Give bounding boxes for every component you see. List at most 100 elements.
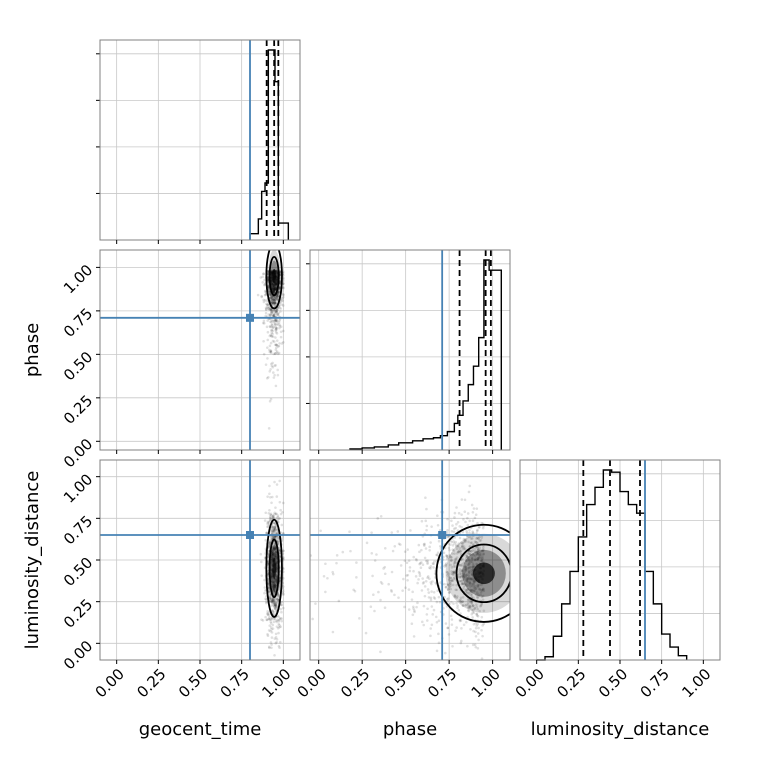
sample-point <box>478 609 481 613</box>
contour-outer <box>265 518 283 618</box>
sample-point <box>270 598 274 601</box>
sample-point <box>272 548 276 551</box>
sample-point <box>268 293 272 296</box>
sample-point <box>479 549 483 552</box>
sample-point <box>448 554 452 558</box>
sample-point <box>452 602 455 605</box>
sample-point <box>273 590 277 593</box>
sample-point <box>335 561 338 565</box>
sample-point <box>270 618 273 622</box>
sample-point <box>428 548 431 552</box>
sample-point <box>275 512 278 516</box>
sample-point <box>268 624 272 627</box>
sample-point <box>418 562 421 566</box>
sample-point <box>475 536 479 540</box>
sample-point <box>480 595 484 599</box>
sample-point <box>468 576 472 580</box>
sample-point <box>450 579 453 583</box>
sample-point <box>480 615 484 619</box>
sample-point <box>416 601 419 605</box>
sample-point <box>449 559 453 562</box>
sample-point <box>462 575 466 578</box>
sample-point <box>273 603 277 606</box>
sample-point <box>273 617 277 620</box>
sample-point <box>473 585 477 588</box>
sample-point <box>274 336 277 339</box>
sample-point <box>481 548 485 552</box>
sample-point <box>479 591 483 594</box>
sample-point <box>437 539 441 543</box>
sample-point <box>266 525 269 529</box>
sample-point <box>270 296 273 300</box>
hist-frame-phase <box>309 249 511 451</box>
sample-point <box>477 638 480 642</box>
sample-point <box>370 531 373 534</box>
sample-point <box>269 598 273 601</box>
sample-point <box>268 593 272 597</box>
sample-point <box>269 349 273 353</box>
sample-point <box>462 575 465 579</box>
sample-point <box>274 283 278 287</box>
sample-point <box>274 384 278 388</box>
sample-point <box>480 536 484 539</box>
sample-point <box>466 606 470 609</box>
sample-point <box>272 529 276 533</box>
sample-point <box>272 527 275 531</box>
sample-point <box>269 641 273 644</box>
sample-point <box>272 371 275 374</box>
sample-point <box>274 287 278 290</box>
sample-point <box>265 376 269 380</box>
sample-point <box>271 301 275 304</box>
sample-point <box>465 579 469 582</box>
sample-point <box>277 291 280 294</box>
sample-point <box>451 644 454 648</box>
sample-point <box>274 580 278 584</box>
sample-point <box>276 618 279 622</box>
sample-point <box>468 519 472 523</box>
sample-point <box>433 597 437 600</box>
sample-point <box>270 273 273 277</box>
sample-point <box>436 553 439 557</box>
sample-point <box>379 650 382 654</box>
sample-point <box>280 617 283 620</box>
sample-point <box>265 600 268 604</box>
sample-point <box>268 292 272 295</box>
sample-point <box>275 575 278 579</box>
sample-point <box>272 286 275 289</box>
sample-point <box>275 294 279 298</box>
sample-point <box>452 577 456 580</box>
sample-point <box>413 609 416 612</box>
sample-point <box>273 321 276 325</box>
sample-point <box>278 646 281 649</box>
sample-point <box>272 516 276 520</box>
sample-point <box>269 313 273 316</box>
sample-point <box>464 583 468 586</box>
sample-point <box>275 326 279 330</box>
sample-point <box>270 584 274 587</box>
sample-point <box>471 519 475 523</box>
sample-point <box>270 328 274 332</box>
sample-point <box>275 297 278 300</box>
sample-point <box>475 537 478 540</box>
sample-point <box>276 368 280 372</box>
sample-point <box>468 580 472 584</box>
sample-point <box>471 548 475 552</box>
sample-point <box>274 296 278 299</box>
xtick-label-phase-3: 0.75 <box>424 665 460 701</box>
sample-point <box>267 546 271 549</box>
sample-point <box>279 512 283 516</box>
sample-point <box>274 527 277 530</box>
sample-point <box>472 622 476 626</box>
sample-point <box>428 566 431 570</box>
sample-point <box>271 365 275 369</box>
sample-point <box>278 479 281 483</box>
sample-point <box>474 541 478 544</box>
sample-point <box>275 280 279 284</box>
sample-point <box>469 605 472 609</box>
sample-point <box>451 544 455 547</box>
sample-point <box>379 514 383 518</box>
sample-point <box>271 299 274 303</box>
sample-point <box>262 272 265 276</box>
sample-point <box>266 613 270 616</box>
sample-point <box>279 325 283 329</box>
